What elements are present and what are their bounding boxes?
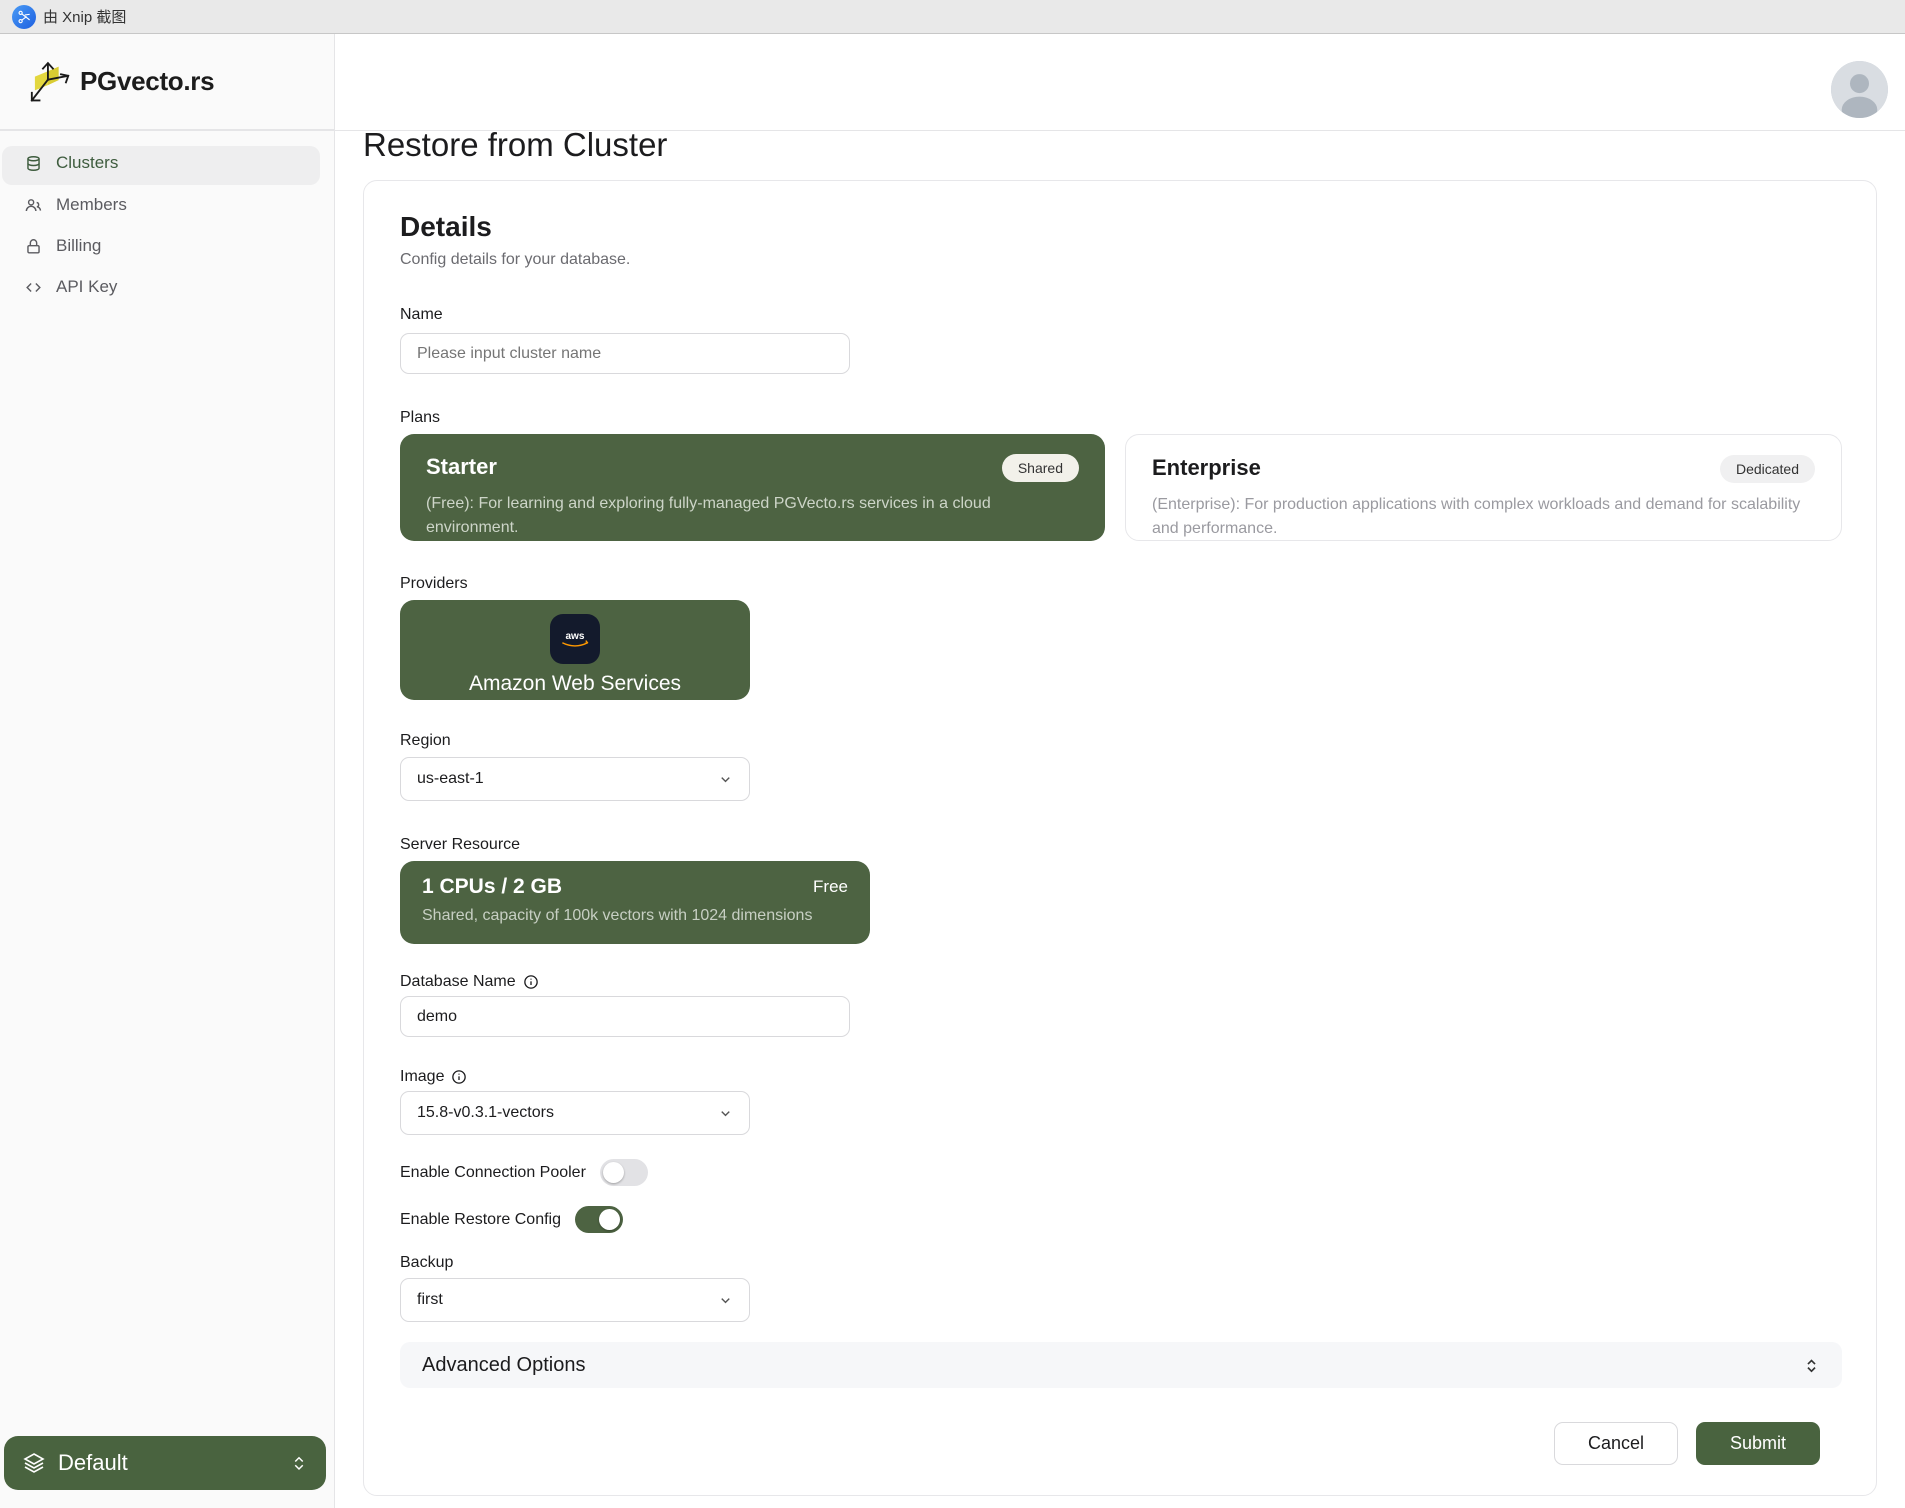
svg-text:aws: aws [565,631,584,642]
